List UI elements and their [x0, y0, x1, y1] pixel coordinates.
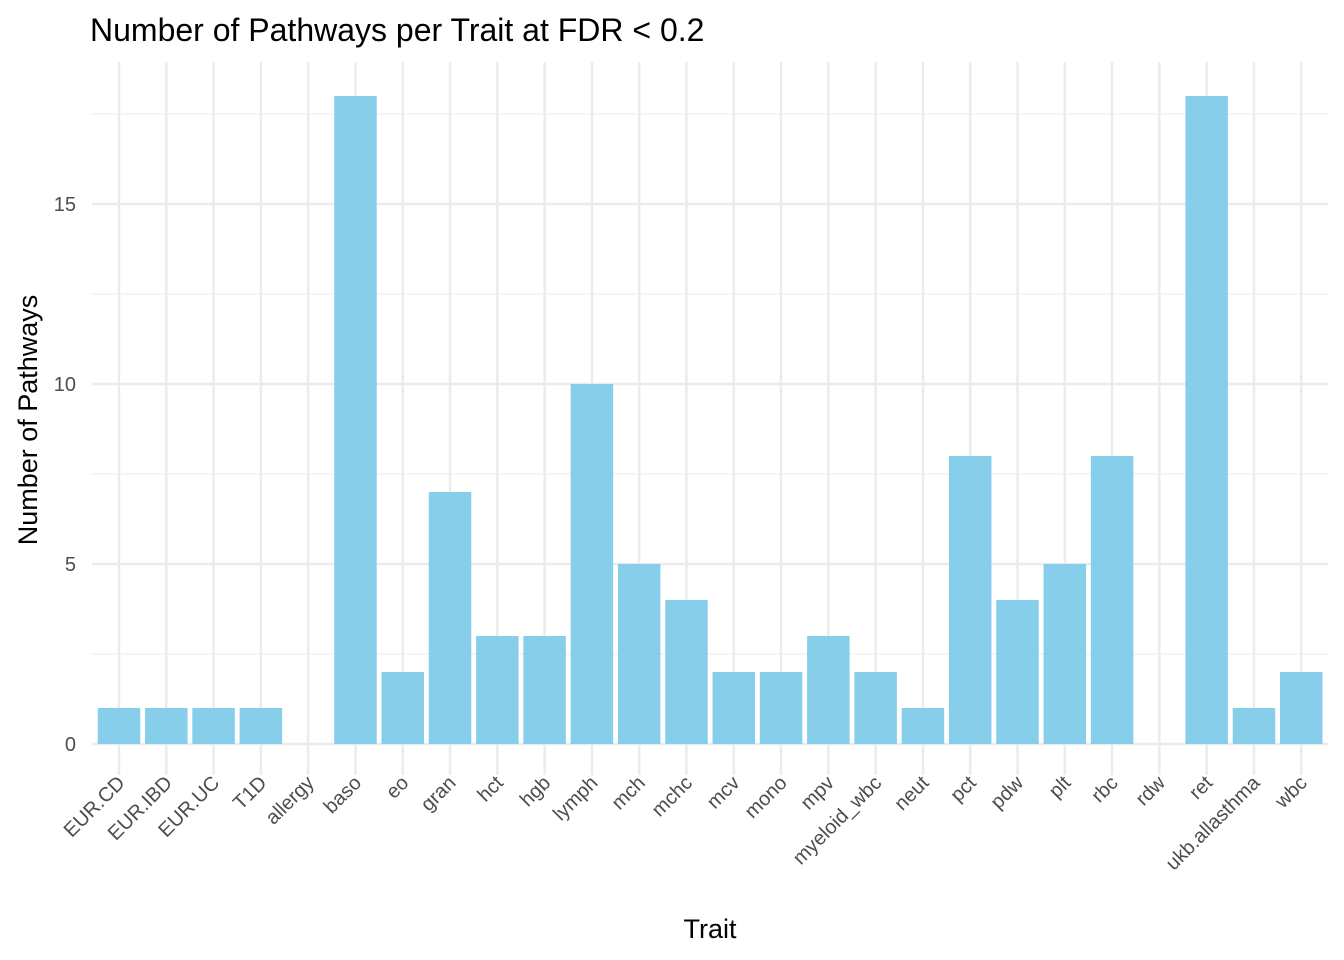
x-tick-label-hct: hct	[473, 772, 508, 807]
x-tick-label-rdw: rdw	[1132, 772, 1171, 811]
x-tick-label-mchc: mchc	[648, 772, 697, 821]
bar-plt	[1043, 564, 1087, 744]
bars	[97, 96, 1323, 744]
bar-gran	[428, 492, 472, 744]
y-axis-ticks: 0 5 10 15	[54, 194, 76, 756]
bar-eo	[381, 672, 424, 744]
chart-title: Number of Pathways per Trait at FDR < 0.…	[90, 12, 704, 48]
bar-mchc	[665, 600, 708, 744]
x-tick-label-pct: pct	[946, 772, 981, 807]
bar-hct	[476, 636, 519, 744]
x-tick-label-rbc: rbc	[1087, 772, 1122, 807]
bar-mch	[617, 564, 661, 744]
bar-neut	[901, 708, 945, 744]
bar-wbc	[1280, 672, 1323, 744]
x-tick-label-pdw: pdw	[987, 772, 1029, 814]
bar-eur-uc	[192, 708, 235, 744]
bar-mpv	[807, 636, 850, 744]
y-axis-title: Number of Pathways	[13, 295, 43, 546]
x-tick-label-hgb: hgb	[516, 772, 555, 811]
bar-pdw	[996, 600, 1039, 744]
x-tick-label-mch: mch	[607, 772, 649, 814]
x-tick-label-ret: ret	[1185, 772, 1217, 804]
y-tick-label-2: 10	[54, 374, 76, 396]
x-tick-label-t1d: T1D	[229, 772, 271, 814]
y-tick-label-1: 5	[65, 554, 76, 576]
bar-ret	[1185, 96, 1228, 744]
x-tick-label-allergy: allergy	[261, 772, 318, 829]
bar-mono	[759, 672, 803, 744]
x-tick-label-plt: plt	[1045, 772, 1076, 803]
x-axis-title: Trait	[684, 914, 737, 944]
bar-ukb-allasthma	[1232, 708, 1276, 744]
x-tick-label-baso: baso	[320, 772, 366, 818]
x-tick-label-neut: neut	[890, 772, 933, 815]
bar-hgb	[523, 636, 566, 744]
x-tick-label-mono: mono	[741, 772, 792, 823]
bar-t1d	[239, 708, 283, 744]
x-tick-label-wbc: wbc	[1270, 772, 1311, 813]
bar-lymph	[570, 384, 614, 744]
x-tick-label-gran: gran	[417, 772, 461, 816]
bar-baso	[334, 96, 377, 744]
bar-eur-ibd	[145, 708, 188, 744]
bar-rbc	[1090, 456, 1134, 744]
x-tick-label-lymph: lymph	[549, 772, 602, 825]
x-tick-label-eo: eo	[382, 772, 413, 803]
bar-pct	[948, 456, 992, 744]
x-tick-label-mcv: mcv	[703, 772, 744, 813]
bar-myeloid-wbc	[854, 672, 897, 744]
y-tick-label-0: 0	[65, 734, 76, 756]
x-tick-label-mpv: mpv	[797, 772, 839, 814]
y-tick-label-3: 15	[54, 194, 76, 216]
bar-mcv	[712, 672, 756, 744]
grid-lines	[92, 62, 1328, 775]
bar-eur-cd	[97, 708, 141, 744]
